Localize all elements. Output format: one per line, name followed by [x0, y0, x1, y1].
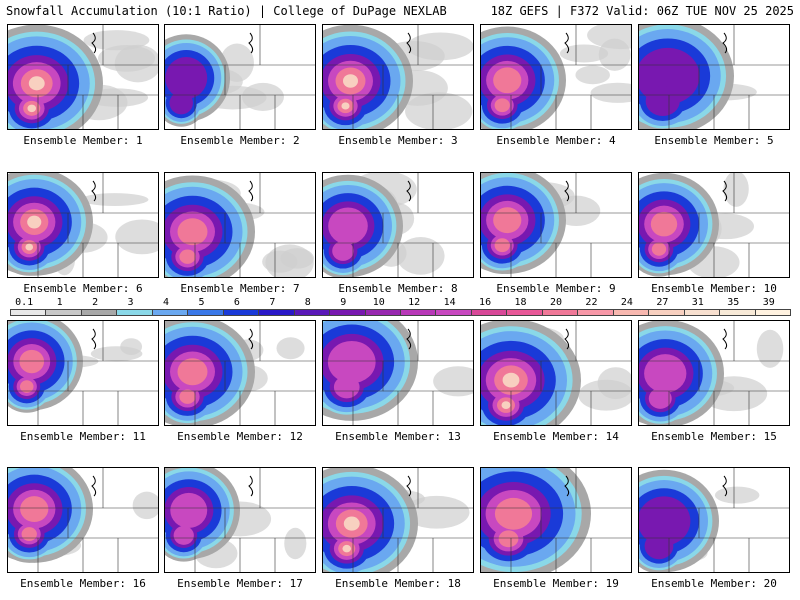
colorbar-label: 9 [340, 297, 347, 308]
ensemble-map-panel [322, 172, 474, 278]
ensemble-map-panel [480, 24, 632, 130]
colorbar-label: 10 [372, 297, 385, 308]
colorbar-label: 39 [762, 297, 775, 308]
colorbar-label: 1 [56, 297, 63, 308]
ensemble-member-label: Ensemble Member: 13 [335, 430, 461, 443]
ensemble-map-panel [7, 172, 159, 278]
colorbar-label: 0.1 [15, 297, 34, 308]
ensemble-map-panel [480, 467, 632, 573]
ensemble-member-label: Ensemble Member: 15 [651, 430, 777, 443]
colorbar-swatch [577, 309, 614, 316]
colorbar-swatch [612, 309, 650, 316]
colorbar-swatch [648, 309, 685, 316]
colorbar-swatch [754, 309, 791, 316]
ensemble-map-panel [7, 320, 159, 426]
ensemble-member-label: Ensemble Member: 8 [338, 282, 458, 295]
colorbar-label: 3 [127, 297, 134, 308]
colorbar-label: 4 [162, 297, 170, 308]
colorbar-swatch [364, 309, 401, 316]
colorbar-swatch [80, 309, 118, 316]
ensemble-map-panel [7, 24, 159, 130]
ensemble-member-label: Ensemble Member: 2 [180, 134, 300, 147]
colorbar-swatch [329, 309, 366, 316]
colorbar-swatch [435, 309, 472, 316]
ensemble-map-panel [638, 467, 790, 573]
ensemble-map-panel [164, 320, 316, 426]
ensemble-member-label: Ensemble Member: 14 [493, 430, 619, 443]
colorbar-swatch [187, 309, 224, 316]
colorbar-swatch [506, 309, 543, 316]
colorbar-label: 16 [479, 297, 492, 308]
ensemble-map-panel [164, 172, 316, 278]
colorbar-label: 6 [233, 297, 240, 308]
colorbar-swatch [293, 309, 331, 316]
colorbar-swatch [45, 309, 82, 316]
ensemble-member-label: Ensemble Member: 10 [651, 282, 777, 295]
ensemble-member-label: Ensemble Member: 12 [177, 430, 303, 443]
ensemble-member-label: Ensemble Member: 5 [654, 134, 774, 147]
colorbar-label: 24 [620, 297, 633, 308]
ensemble-map-panel [7, 467, 159, 573]
colorbar-swatch [116, 309, 153, 316]
ensemble-map-panel [638, 24, 790, 130]
colorbar-swatch [719, 309, 756, 316]
colorbar-swatch [470, 309, 508, 316]
ensemble-member-label: Ensemble Member: 16 [20, 577, 146, 590]
ensemble-map-panel [322, 320, 474, 426]
colorbar-swatch [222, 309, 260, 316]
colorbar-label: 22 [585, 297, 598, 308]
ensemble-member-label: Ensemble Member: 19 [493, 577, 619, 590]
ensemble-member-label: Ensemble Member: 20 [651, 577, 777, 590]
ensemble-map-panel [638, 172, 790, 278]
colorbar-label: 8 [304, 297, 311, 308]
colorbar-label: 12 [408, 297, 421, 308]
colorbar-swatch [151, 309, 189, 316]
colorbar-label: 7 [269, 297, 276, 308]
colorbar-label: 5 [198, 297, 205, 308]
colorbar-label: 20 [549, 297, 563, 308]
ensemble-member-label: Ensemble Member: 7 [180, 282, 300, 295]
ensemble-map-panel [322, 24, 474, 130]
colorbar-label: 2 [92, 297, 99, 308]
product-title: Snowfall Accumulation (10:1 Ratio) | Col… [6, 4, 447, 18]
colorbar-label: 18 [514, 297, 527, 308]
ensemble-member-label: Ensemble Member: 18 [335, 577, 461, 590]
colorbar-label: 14 [443, 297, 456, 308]
colorbar-label: 35 [727, 297, 740, 308]
ensemble-map-panel [322, 467, 474, 573]
colorbar-swatch [258, 309, 295, 316]
colorbar-swatch [683, 309, 721, 316]
colorbar-swatch [10, 309, 47, 316]
ensemble-member-label: Ensemble Member: 1 [23, 134, 143, 147]
colorbar-swatch [541, 309, 579, 316]
ensemble-map-panel [480, 172, 632, 278]
colorbar-swatch [400, 309, 437, 316]
ensemble-map-panel [638, 320, 790, 426]
ensemble-map-panel [164, 24, 316, 130]
ensemble-member-label: Ensemble Member: 11 [20, 430, 146, 443]
colorbar-label: 31 [691, 297, 704, 308]
ensemble-member-label: Ensemble Member: 4 [496, 134, 616, 147]
valid-time: 18Z GEFS | F372 Valid: 06Z TUE NOV 25 20… [490, 4, 794, 18]
ensemble-map-panel [480, 320, 632, 426]
ensemble-member-label: Ensemble Member: 17 [177, 577, 303, 590]
colorbar-label: 27 [656, 297, 669, 308]
ensemble-member-label: Ensemble Member: 3 [338, 134, 458, 147]
ensemble-member-label: Ensemble Member: 6 [23, 282, 143, 295]
ensemble-member-label: Ensemble Member: 9 [496, 282, 616, 295]
ensemble-map-panel [164, 467, 316, 573]
